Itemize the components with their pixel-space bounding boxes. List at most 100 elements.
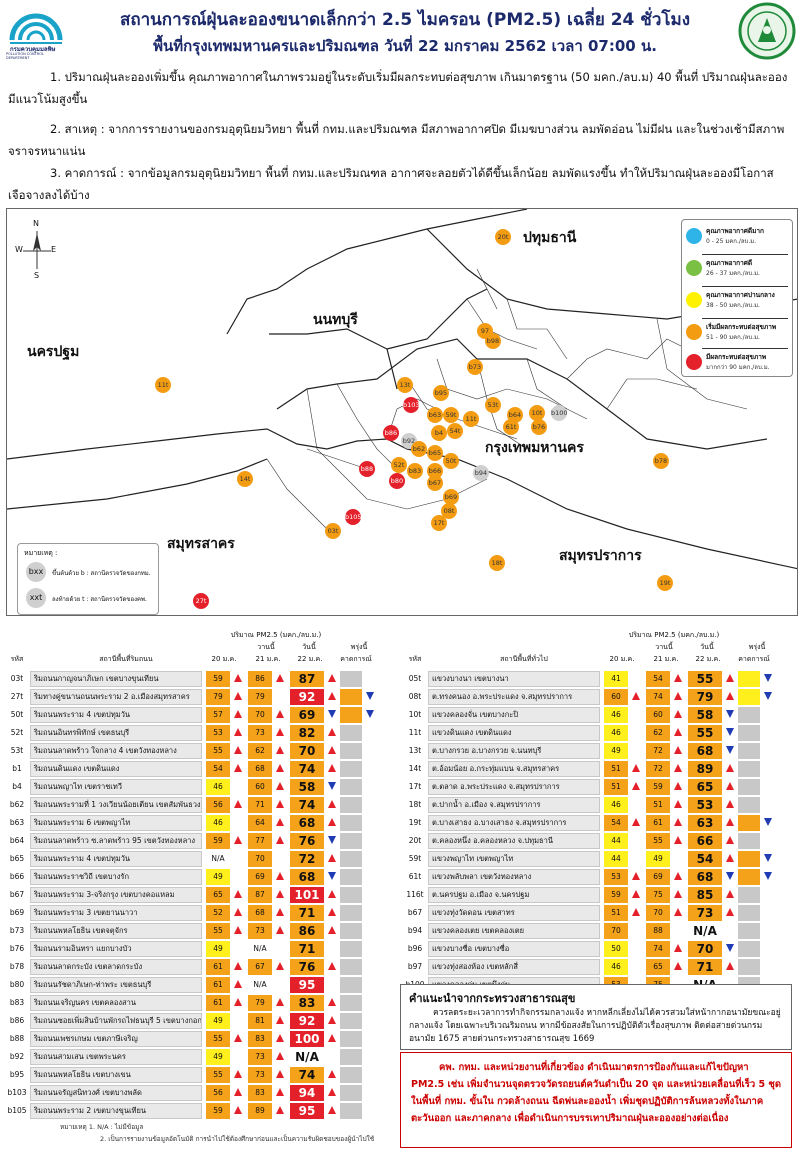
trend-up-icon <box>276 674 284 682</box>
compass-w: W <box>15 245 23 254</box>
station-name: ริมทางคู่ขนานถนนพระราม 2 อ.เมืองสมุทรสาค… <box>30 689 202 705</box>
value-jan-21: 60 <box>248 779 272 795</box>
value-jan-22: 100 <box>290 1031 324 1047</box>
report-header: กรมควบคุมมลพิษ POLLUTION CONTROL DEPARTM… <box>0 0 800 64</box>
cause-paragraph: 2. สาเหตุ : จากการรายงานของกรมอุตุนิยมวิ… <box>8 122 785 158</box>
forecast-cell <box>340 869 362 885</box>
station-code: 50t <box>10 710 24 719</box>
station-marker-b86: b86 <box>383 425 399 441</box>
agency-measures-body: คพ. กทม. และหน่วยงานที่เกี่ยวข้อง ดำเนิน… <box>411 1062 781 1124</box>
station-name: ต.ทรงคนอง อ.พระประแดง จ.สมุทรปราการ <box>428 689 600 705</box>
general-row: 08t ต.ทรงคนอง อ.พระประแดง จ.สมุทรปราการ 60… <box>404 688 790 706</box>
value-jan-22: 82 <box>290 725 324 741</box>
trend-up-icon <box>234 1106 242 1114</box>
value-jan-22: 83 <box>290 995 324 1011</box>
trend-up-icon <box>674 764 682 772</box>
province-nonthaburi: นนทบุรี <box>313 312 358 328</box>
report-subtitle: พื้นที่กรุงเทพมหานครและปริมณฑล วันที่ 22… <box>153 37 657 55</box>
roadside-row: 27t ริมทางคู่ขนานถนนพระราม 2 อ.เมืองสมุทร… <box>6 688 392 706</box>
trend-up-icon <box>674 674 682 682</box>
roadside-row: b64 ริมถนนลาดพร้าว ซ.ลาดพร้าว 95 เขตวังทอ… <box>6 832 392 850</box>
value-jan-20: 60 <box>604 689 628 705</box>
forecast-cell <box>340 887 362 903</box>
forecast-cell <box>340 1103 362 1119</box>
value-jan-20: 50 <box>604 941 628 957</box>
station-code: b78 <box>9 962 25 971</box>
value-jan-21: 74 <box>646 941 670 957</box>
trend-up-icon <box>328 818 336 826</box>
roadside-row: b69 ริมถนนพระราม 3 เขตยานนาวา 52 68 71 <box>6 904 392 922</box>
trend-up-icon <box>674 746 682 754</box>
trend-up-icon <box>276 1034 284 1042</box>
value-jan-22: 69 <box>290 707 324 723</box>
compass: N W E S <box>15 219 57 280</box>
value-jan-20: 46 <box>604 959 628 975</box>
station-code: b97 <box>407 962 423 971</box>
legend-item-health-impact: มีผลกระทบต่อสุขภาพ มากกว่า 90 มคก./ลบ.ม. <box>686 350 792 374</box>
trend-up-icon <box>328 926 336 934</box>
general-row: 59t แขวงพญาไท เขตพญาไท 44 49 54 <box>404 850 790 868</box>
station-marker-b67: b67 <box>427 475 443 491</box>
legend-swatch <box>686 260 702 276</box>
forecast-cell <box>340 1031 362 1047</box>
forecast-down-icon <box>764 818 772 826</box>
station-name: ริมถนนพหลโยธิน เขตจตุจักร <box>30 923 202 939</box>
trend-up-icon <box>674 872 682 880</box>
trend-up-icon <box>234 1088 242 1096</box>
value-jan-22: 87 <box>290 671 324 687</box>
station-code: b4 <box>12 782 22 791</box>
roadside-row: b65 ริมถนนพระราม 4 เขตปทุมวัน N/A 70 72 <box>6 850 392 868</box>
general-row: 116t ต.นครปฐม อ.เมือง จ.นครปฐม 59 75 85 <box>404 886 790 904</box>
trend-up-icon <box>234 836 242 844</box>
trend-up-icon <box>276 1052 284 1060</box>
value-jan-21: 81 <box>248 1013 272 1029</box>
station-code: 13t <box>408 746 422 755</box>
roadside-row: b66 ริมถนนพระราชวิถี เขตบางรัก 49 69 68 <box>6 868 392 886</box>
value-jan-22: 74 <box>290 761 324 777</box>
station-code: 17t <box>408 782 422 791</box>
station-marker-b103: b103 <box>403 397 420 413</box>
trend-up-icon <box>726 692 734 700</box>
station-code: 19t <box>408 818 422 827</box>
trend-up-icon <box>234 1034 242 1042</box>
value-jan-22: 68 <box>290 869 324 885</box>
trend-up-icon <box>328 998 336 1006</box>
value-jan-22: 79 <box>688 689 722 705</box>
value-jan-20: 46 <box>604 725 628 741</box>
value-jan-22: 68 <box>688 743 722 759</box>
trend-up-icon <box>234 746 242 754</box>
station-marker-b100: b100 <box>551 405 568 421</box>
station-code: b83 <box>9 998 25 1007</box>
station-marker-b76: b76 <box>531 419 547 435</box>
value-jan-20: 65 <box>206 887 230 903</box>
trend-up-icon <box>328 908 336 916</box>
station-name: ริมถนนพระราม 4 เขตปทุมวัน <box>30 851 202 867</box>
station-name: ต.ตลาด อ.พระประแดง จ.สมุทรปราการ <box>428 779 600 795</box>
forecast-down-icon <box>764 692 772 700</box>
forecast-cell <box>738 761 760 777</box>
trend-up-icon <box>328 854 336 862</box>
station-name: ริมถนนพระราม 4 เขตปทุมวัน <box>30 707 202 723</box>
station-name: แขวงพลับพลา เขตวังทองหลาง <box>428 869 600 885</box>
note-b-sample: bxx <box>26 562 46 582</box>
province-nakhon-pathom: นครปฐม <box>27 344 80 360</box>
station-code: 05t <box>408 674 422 683</box>
trend-up-icon <box>276 908 284 916</box>
station-marker-14t: 14t <box>237 471 253 487</box>
station-code: b88 <box>9 1034 25 1043</box>
station-marker-53t: 53t <box>485 397 501 413</box>
footnote-2: 2. เป็นการรายงานข้อมูลอัตโนมัติ การนำไปใ… <box>100 1135 375 1143</box>
station-name: แขวงทุ่งวัดดอน เขตสาทร <box>428 905 600 921</box>
station-marker-b95: b95 <box>433 385 449 401</box>
trend-up-icon <box>276 764 284 772</box>
forecast-cell <box>738 869 760 885</box>
trend-up-icon <box>234 728 242 736</box>
trend-up-icon <box>674 908 682 916</box>
trend-up-icon <box>328 1106 336 1114</box>
station-name: ริมถนนจรัญสนิทวงศ์ เขตบางพลัด <box>30 1085 202 1101</box>
province-bangkok: กรุงเทพมหานคร <box>485 440 584 456</box>
value-jan-21: 73 <box>248 1067 272 1083</box>
trend-up-icon <box>674 710 682 718</box>
value-jan-22: 92 <box>290 689 324 705</box>
general-row: b96 แขวงบางซื่อ เขตบางซื่อ 50 74 70 <box>404 940 790 958</box>
